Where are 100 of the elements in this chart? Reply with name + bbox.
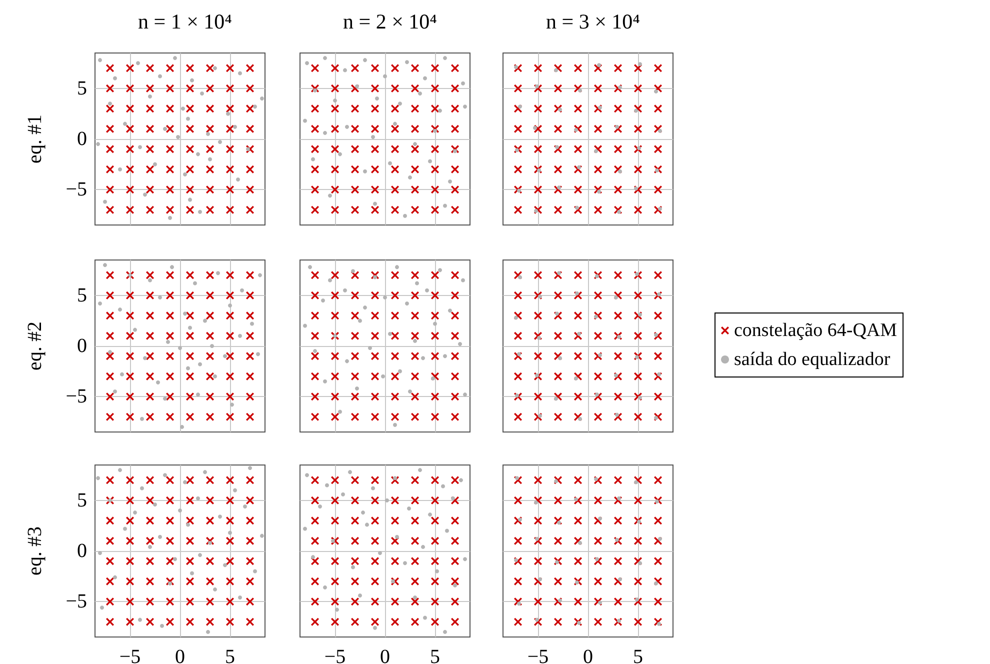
point	[196, 496, 200, 500]
point	[305, 61, 309, 66]
point	[206, 630, 210, 634]
point	[388, 332, 392, 336]
point	[208, 157, 212, 162]
point	[123, 122, 127, 126]
point	[153, 502, 157, 506]
point	[173, 56, 177, 60]
point	[243, 504, 247, 508]
point	[196, 392, 200, 397]
point	[148, 278, 152, 282]
point	[123, 526, 127, 531]
point	[393, 122, 397, 126]
point	[98, 302, 102, 306]
point	[348, 470, 352, 474]
point	[168, 216, 172, 220]
point	[398, 102, 402, 106]
point	[338, 152, 342, 156]
point	[198, 553, 202, 558]
point	[443, 630, 447, 634]
point	[405, 60, 409, 64]
point	[163, 396, 167, 401]
point	[313, 349, 317, 354]
point	[248, 466, 252, 470]
point	[463, 104, 467, 109]
point	[113, 390, 117, 394]
point	[203, 470, 207, 474]
point	[133, 328, 137, 332]
x-tick-label: −5	[324, 646, 346, 664]
y-tick-label: −5	[66, 590, 87, 613]
point	[228, 530, 232, 535]
x-tick-label: 5	[225, 646, 235, 664]
point	[361, 510, 365, 515]
point	[183, 312, 187, 316]
y-tick-label: 5	[77, 489, 87, 512]
point	[371, 134, 375, 139]
point	[335, 608, 339, 612]
point	[181, 106, 185, 111]
point	[378, 551, 382, 556]
point	[325, 483, 329, 488]
point	[100, 606, 104, 610]
point	[96, 142, 100, 146]
point	[654, 89, 658, 94]
point	[163, 126, 167, 131]
point	[223, 354, 227, 358]
point	[398, 369, 402, 374]
point	[193, 281, 197, 286]
point	[533, 126, 537, 130]
x-tick-label: 0	[583, 646, 593, 664]
point	[186, 366, 190, 370]
point	[98, 58, 102, 62]
point	[305, 473, 309, 478]
point	[318, 504, 322, 508]
point	[423, 76, 427, 80]
point	[103, 263, 107, 268]
point	[383, 74, 387, 78]
point	[143, 192, 147, 197]
point	[253, 104, 257, 109]
point	[433, 322, 437, 326]
point	[158, 74, 162, 78]
point	[638, 62, 642, 66]
point	[375, 96, 379, 101]
point	[173, 557, 177, 562]
point	[463, 557, 467, 562]
y-axis-title: eq. #3	[24, 526, 46, 576]
point	[140, 416, 144, 421]
point	[328, 278, 332, 282]
point	[311, 157, 315, 162]
point	[428, 512, 432, 517]
point	[108, 350, 112, 354]
y-tick-label: 0	[77, 335, 87, 357]
point	[441, 484, 445, 488]
point	[98, 551, 102, 556]
point	[216, 271, 220, 276]
point	[113, 575, 117, 580]
point	[188, 326, 192, 330]
point	[253, 569, 257, 574]
legend-label: saída do equalizador	[734, 349, 891, 370]
point	[223, 563, 227, 568]
point	[158, 534, 162, 539]
point	[341, 492, 345, 496]
point	[333, 98, 337, 103]
legend-label: constelação 64-QAM	[734, 320, 898, 341]
point	[338, 410, 342, 414]
point	[238, 596, 242, 600]
chart-title: n = 2 × 10⁴	[342, 10, 438, 34]
point	[188, 198, 192, 202]
point	[143, 356, 147, 360]
point	[323, 56, 327, 60]
point	[180, 424, 184, 429]
x-tick-label: −5	[119, 646, 141, 664]
point	[365, 522, 369, 527]
point	[311, 555, 315, 560]
point	[190, 78, 194, 82]
point	[371, 486, 375, 490]
point	[166, 340, 170, 344]
point	[108, 102, 112, 106]
point	[213, 66, 217, 70]
point	[133, 510, 137, 515]
point	[183, 480, 187, 484]
